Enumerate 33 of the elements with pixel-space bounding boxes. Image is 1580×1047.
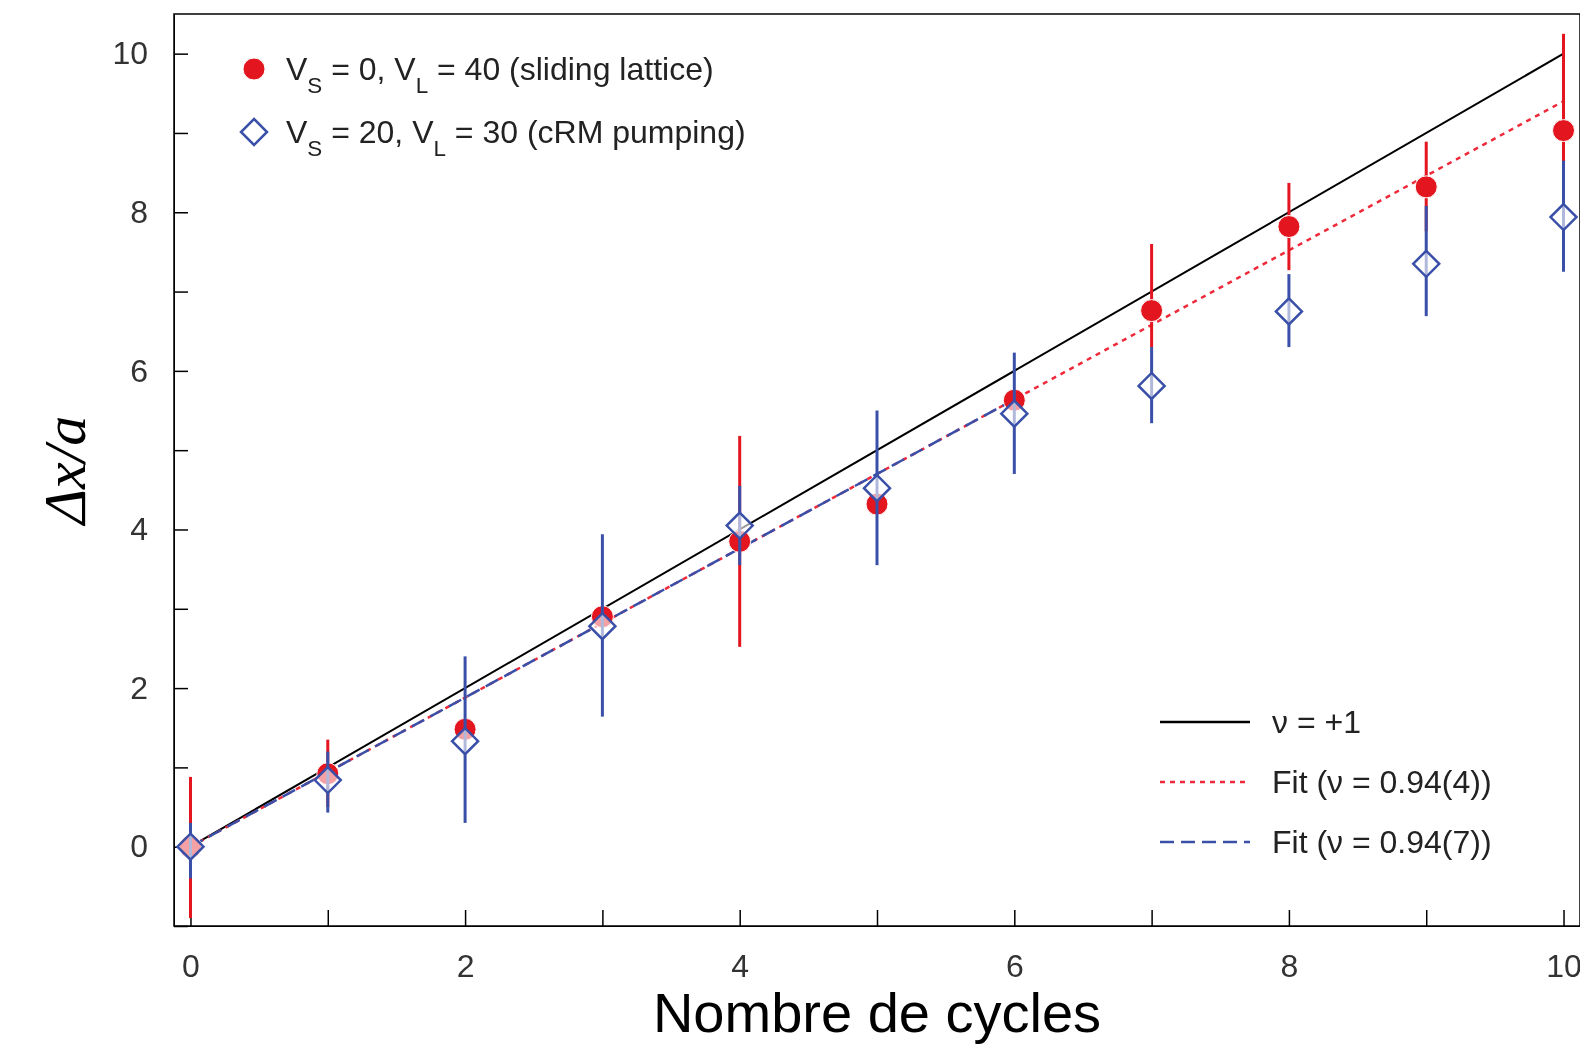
x-tick-label: 2 — [456, 947, 475, 984]
legend-label: ν = +1 — [1272, 704, 1361, 740]
y-tick-label: 2 — [130, 669, 148, 706]
point — [313, 765, 343, 795]
point — [1137, 371, 1166, 401]
legend-label: Fit (ν = 0.94(4)) — [1272, 764, 1492, 800]
point — [1552, 119, 1576, 143]
y-tick-label: 8 — [130, 194, 148, 230]
y-tick-label: 4 — [130, 511, 148, 548]
y-tick-label: 10 — [112, 35, 148, 72]
legend-label: V$_{S}$ = 20, V$_{L}$ = 30 (cRM pumping) — [286, 114, 746, 161]
y-axis-title: Δx/a — [32, 415, 98, 527]
x-tick-label: 8 — [1280, 947, 1299, 984]
legend-label: Fit (ν = 0.94(7)) — [1272, 824, 1492, 860]
point — [1140, 299, 1164, 323]
point — [862, 473, 892, 503]
point — [588, 611, 617, 641]
point — [450, 726, 480, 756]
point — [1549, 202, 1578, 232]
x-tick-label: 4 — [731, 947, 750, 984]
y-tick-label: 6 — [130, 352, 148, 389]
x-tick-label: 0 — [182, 947, 200, 984]
point — [1000, 399, 1029, 428]
point — [1411, 249, 1441, 279]
point — [725, 511, 754, 540]
x-tick-label: 10 — [1546, 947, 1580, 984]
x-axis-title: Nombre de cycles — [652, 981, 1102, 1044]
point — [1277, 215, 1301, 239]
y-tick-label: 0 — [130, 828, 148, 865]
x-tick-label: 6 — [1005, 947, 1024, 984]
legend-label: V$_{S}$ = 0, V$_{L}$ = 40 (sliding lattice) — [286, 51, 714, 98]
point — [1414, 175, 1438, 199]
point — [1274, 297, 1304, 326]
